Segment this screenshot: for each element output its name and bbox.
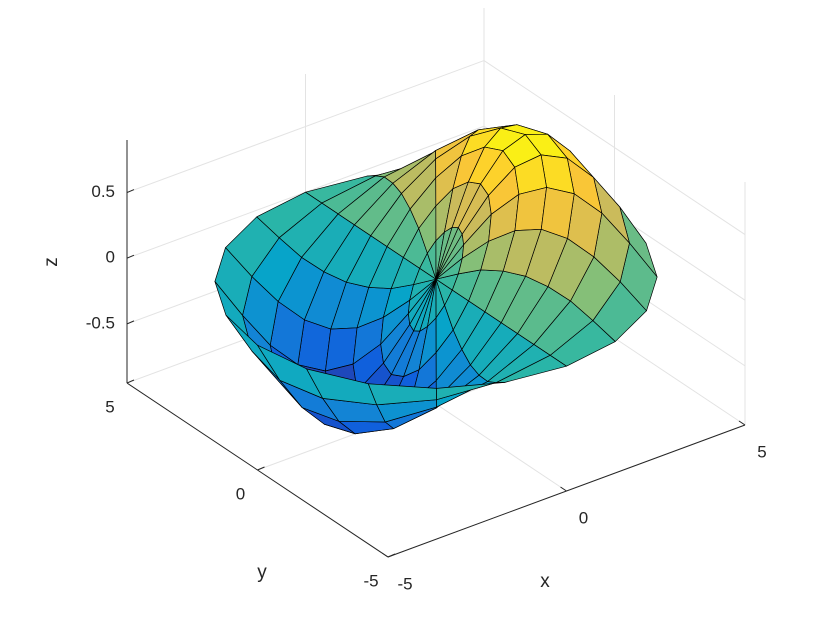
y-tick-label: -5 bbox=[363, 571, 378, 590]
z-tick bbox=[126, 320, 135, 325]
x-tick bbox=[738, 420, 746, 426]
y-tick bbox=[126, 379, 135, 384]
z-tick-label: -0.5 bbox=[86, 313, 115, 332]
y-tick-label: 0 bbox=[236, 484, 245, 503]
x-tick-label: -5 bbox=[397, 574, 412, 593]
x-tick-label: 5 bbox=[757, 442, 766, 461]
grid-line bbox=[126, 60, 485, 194]
z-tick-label: 0 bbox=[106, 248, 115, 267]
x-tick-label: 0 bbox=[579, 508, 588, 527]
y-tick-label: 5 bbox=[105, 397, 114, 416]
surface-patch bbox=[338, 420, 395, 435]
z-axis-label: z bbox=[41, 257, 62, 267]
z-tick-label: 0.5 bbox=[91, 182, 115, 201]
z-tick bbox=[126, 189, 135, 194]
z-tick bbox=[126, 254, 135, 259]
x-tick bbox=[560, 486, 567, 492]
y-tick bbox=[257, 466, 265, 471]
y-tick bbox=[387, 553, 396, 558]
y-axis-label: y bbox=[257, 562, 267, 583]
grid-line bbox=[483, 60, 746, 235]
x-tick bbox=[381, 552, 389, 558]
x-axis-label: x bbox=[540, 571, 550, 592]
surface-patch bbox=[436, 382, 506, 401]
